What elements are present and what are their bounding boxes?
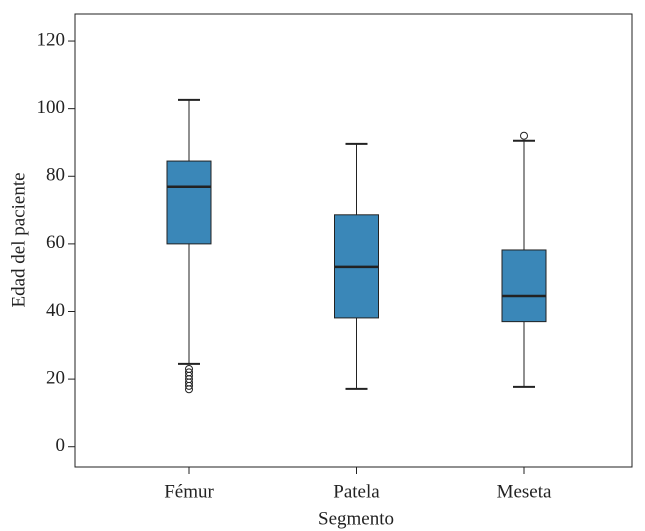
outlier bbox=[185, 381, 193, 390]
x-axis-label: Segmento bbox=[318, 508, 394, 529]
y-tick-label: 0 bbox=[56, 435, 66, 456]
x-tick-label: Fémur bbox=[164, 481, 214, 502]
y-tick-label: 100 bbox=[37, 97, 66, 118]
y-axis-label: Edad del paciente bbox=[8, 172, 29, 307]
x-tick-label: Meseta bbox=[497, 481, 552, 502]
x-tick-label: Patela bbox=[333, 481, 380, 502]
y-tick-label: 20 bbox=[46, 367, 65, 388]
y-tick-label: 80 bbox=[46, 165, 65, 186]
y-tick-label: 40 bbox=[46, 300, 65, 321]
y-tick-label: 120 bbox=[37, 29, 66, 50]
y-tick-label: 60 bbox=[46, 232, 65, 253]
box bbox=[501, 249, 547, 323]
outlier bbox=[185, 385, 193, 394]
outlier bbox=[520, 131, 528, 140]
plot-frame bbox=[74, 13, 633, 468]
box bbox=[166, 160, 212, 245]
